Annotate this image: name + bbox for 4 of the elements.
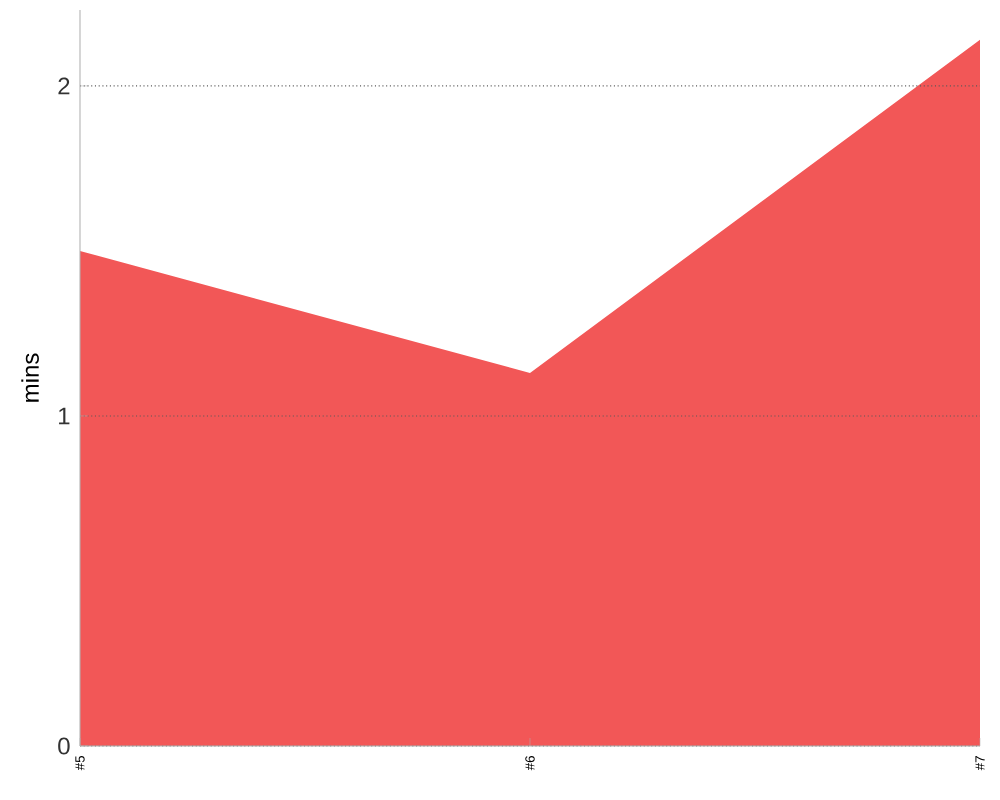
y-tick-label: 0 <box>58 737 70 755</box>
y-axis-title: mins <box>21 353 39 402</box>
y-tick-label: 2 <box>58 77 70 95</box>
y-tick-label: 1 <box>59 407 70 425</box>
